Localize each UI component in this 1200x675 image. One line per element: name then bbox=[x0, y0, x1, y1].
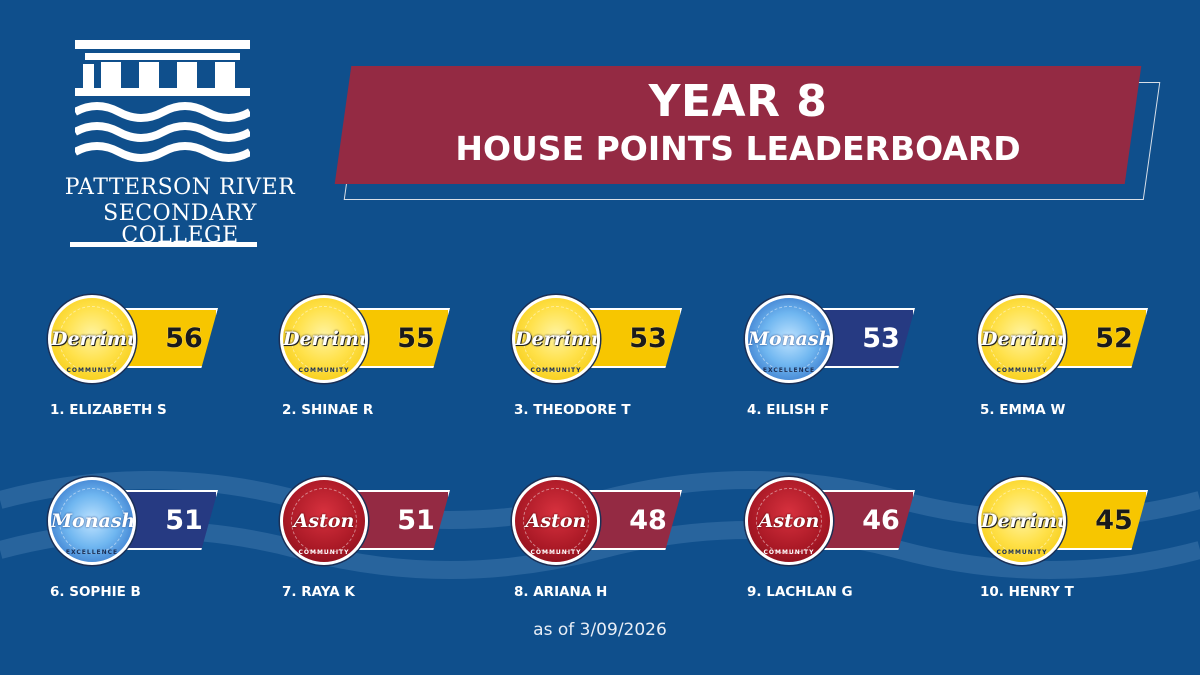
leaderboard-entry: 53 Derrimut COMMUNITY 3. THEODORE T bbox=[512, 295, 702, 435]
house-name: Monash bbox=[51, 510, 136, 532]
leaderboard-entry: 48 Aston COMMUNITY 8. ARIANA H bbox=[512, 477, 702, 617]
house-name: Aston bbox=[525, 510, 587, 532]
leaderboard-entry: 52 Derrimut COMMUNITY 5. EMMA W bbox=[978, 295, 1168, 435]
badge-ring bbox=[523, 488, 589, 554]
house-badge: Derrimut COMMUNITY bbox=[48, 295, 136, 383]
house-motto: EXCELLENCE bbox=[762, 367, 816, 374]
badge-ring bbox=[59, 488, 125, 554]
house-name: Aston bbox=[293, 510, 355, 532]
house-name: Derrimut bbox=[515, 328, 597, 350]
house-motto: COMMUNITY bbox=[530, 549, 582, 556]
house-name: Aston bbox=[758, 510, 820, 532]
points-value: 45 bbox=[1095, 505, 1133, 536]
student-rank-name: 4. EILISH F bbox=[747, 402, 830, 418]
house-motto: COMMUNITY bbox=[996, 549, 1048, 556]
school-name-line1: PATTERSON RIVER bbox=[64, 175, 296, 200]
title-leaderboard: HOUSE POINTS LEADERBOARD bbox=[455, 129, 1021, 168]
house-name: Monash bbox=[748, 328, 833, 350]
house-badge: Aston COMMUNITY bbox=[512, 477, 600, 565]
points-value: 51 bbox=[397, 505, 435, 536]
badge-ring bbox=[989, 306, 1055, 372]
house-badge: Derrimut COMMUNITY bbox=[978, 295, 1066, 383]
logo-divider bbox=[70, 242, 257, 247]
student-rank-name: 5. EMMA W bbox=[980, 402, 1066, 418]
as-of-date: as of 3/09/2026 bbox=[533, 620, 667, 640]
house-motto: COMMUNITY bbox=[298, 367, 350, 374]
leaderboard-entry: 51 Aston COMMUNITY 7. RAYA K bbox=[280, 477, 470, 617]
student-rank-name: 7. RAYA K bbox=[282, 584, 355, 600]
house-badge: Derrimut COMMUNITY bbox=[280, 295, 368, 383]
points-value: 53 bbox=[629, 323, 667, 354]
house-badge: Derrimut COMMUNITY bbox=[512, 295, 600, 383]
leaderboard-entry: 55 Derrimut COMMUNITY 2. SHINAE R bbox=[280, 295, 470, 435]
points-value: 56 bbox=[165, 323, 203, 354]
student-rank-name: 8. ARIANA H bbox=[514, 584, 608, 600]
house-badge: Monash EXCELLENCE bbox=[745, 295, 833, 383]
points-value: 53 bbox=[862, 323, 900, 354]
house-motto: COMMUNITY bbox=[996, 367, 1048, 374]
points-value: 48 bbox=[629, 505, 667, 536]
house-name: Derrimut bbox=[283, 328, 365, 350]
leaderboard-entry: 56 Derrimut COMMUNITY 1. ELIZABETH S bbox=[48, 295, 238, 435]
house-motto: COMMUNITY bbox=[298, 549, 350, 556]
house-badge: Derrimut COMMUNITY bbox=[978, 477, 1066, 565]
student-rank-name: 1. ELIZABETH S bbox=[50, 402, 167, 418]
points-value: 55 bbox=[397, 323, 435, 354]
house-motto: COMMUNITY bbox=[530, 367, 582, 374]
student-rank-name: 10. HENRY T bbox=[980, 584, 1074, 600]
bridge-waves-emblem bbox=[75, 40, 250, 162]
badge-ring bbox=[756, 488, 822, 554]
house-motto: EXCELLENCE bbox=[65, 549, 119, 556]
house-name: Derrimut bbox=[981, 328, 1063, 350]
badge-ring bbox=[523, 306, 589, 372]
student-rank-name: 3. THEODORE T bbox=[514, 402, 631, 418]
student-rank-name: 6. SOPHIE B bbox=[50, 584, 141, 600]
house-badge: Aston COMMUNITY bbox=[745, 477, 833, 565]
student-rank-name: 9. LACHLAN G bbox=[747, 584, 853, 600]
house-name: Derrimut bbox=[981, 510, 1063, 532]
house-motto: COMMUNITY bbox=[763, 549, 815, 556]
badge-ring bbox=[291, 306, 357, 372]
student-rank-name: 2. SHINAE R bbox=[282, 402, 374, 418]
house-badge: Aston COMMUNITY bbox=[280, 477, 368, 565]
badge-ring bbox=[59, 306, 125, 372]
school-name-line2: SECONDARY COLLEGE bbox=[103, 201, 257, 248]
points-value: 46 bbox=[862, 505, 900, 536]
house-name: Derrimut bbox=[51, 328, 133, 350]
leaderboard-entry: 45 Derrimut COMMUNITY 10. HENRY T bbox=[978, 477, 1168, 617]
leaderboard-entry: 51 Monash EXCELLENCE 6. SOPHIE B bbox=[48, 477, 238, 617]
title-year: YEAR 8 bbox=[648, 76, 828, 127]
badge-ring bbox=[989, 488, 1055, 554]
house-motto: COMMUNITY bbox=[66, 367, 118, 374]
leaderboard-entry: 46 Aston COMMUNITY 9. LACHLAN G bbox=[745, 477, 935, 617]
leaderboard-entry: 53 Monash EXCELLENCE 4. EILISH F bbox=[745, 295, 935, 435]
badge-ring bbox=[291, 488, 357, 554]
points-value: 51 bbox=[165, 505, 203, 536]
school-logo: PATTERSON RIVER SECONDARY COLLEGE bbox=[50, 40, 310, 255]
badge-ring bbox=[756, 306, 822, 372]
house-badge: Monash EXCELLENCE bbox=[48, 477, 136, 565]
points-value: 52 bbox=[1095, 323, 1133, 354]
